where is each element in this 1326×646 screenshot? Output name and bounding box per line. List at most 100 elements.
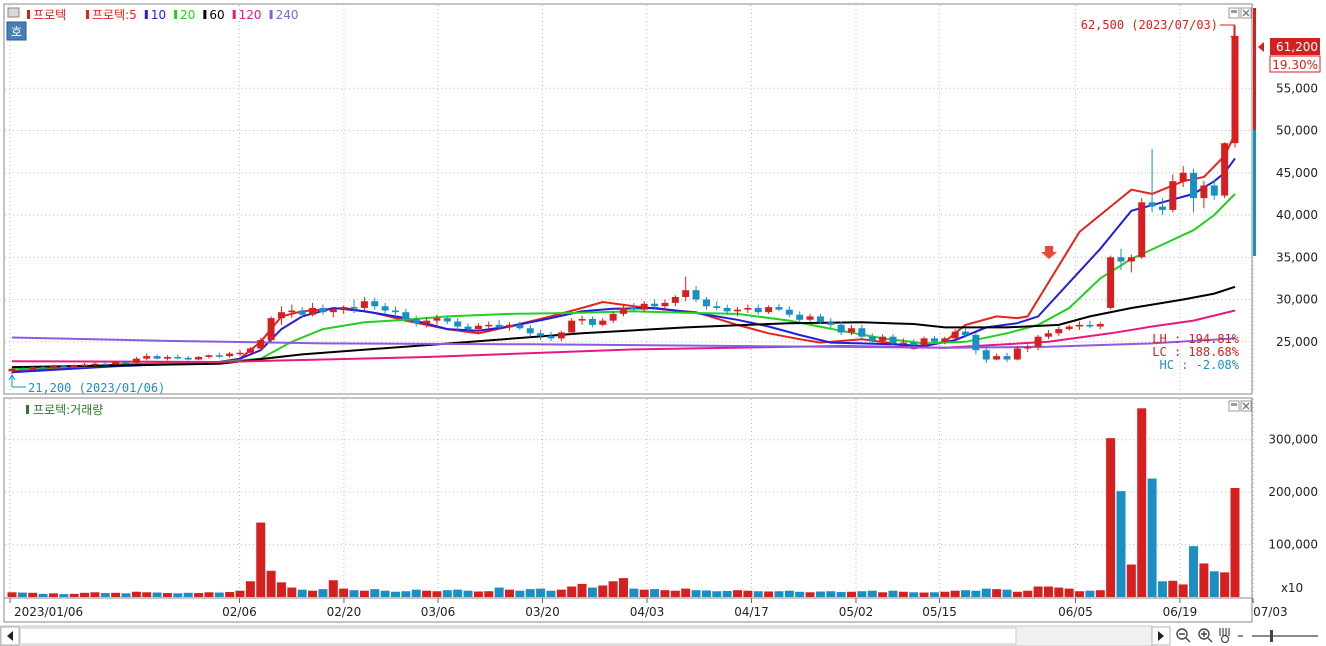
legend-swatch (203, 10, 207, 19)
candle (485, 321, 493, 330)
zoom-toolbar[interactable] (1176, 628, 1318, 644)
zoom-in-icon[interactable] (1198, 628, 1213, 643)
legend-title[interactable]: 프로텍 (33, 8, 66, 22)
volume-bar (929, 592, 939, 597)
volume-bar (432, 591, 442, 597)
ma-line-240 (11, 336, 1236, 349)
high-annotation-arrow (1220, 24, 1238, 42)
volume-bar (784, 590, 794, 597)
volume-bar (598, 585, 608, 597)
date-axis-ticks: 2023/01/06 02/06 02/20 03/06 03/20 04/03 04/17… (9, 598, 1288, 619)
price-panel-window-icons[interactable] (1228, 7, 1252, 19)
volume-bar (774, 591, 784, 597)
legend-item-60[interactable]: 60 (209, 8, 224, 22)
candle (329, 307, 337, 318)
scrollbar[interactable] (0, 625, 1171, 646)
volume-bar (59, 594, 69, 597)
volume-bar (142, 592, 152, 597)
candle (184, 356, 192, 361)
candle (195, 356, 203, 361)
candle (1065, 324, 1073, 331)
volume-bar (961, 590, 971, 597)
volume-bar (256, 522, 266, 597)
volume-bar (867, 590, 877, 597)
ma-line-20 (11, 193, 1236, 370)
legend-swatch (144, 10, 148, 19)
candle (1221, 142, 1229, 199)
volume-bar (390, 591, 400, 597)
volume-bar (805, 592, 815, 597)
volume-bar (587, 587, 597, 597)
candle (1200, 181, 1208, 209)
volume-bar (608, 581, 618, 597)
volume-bar (515, 590, 525, 597)
candle (1044, 329, 1052, 340)
volume-tick-label: 300,000 (1268, 433, 1318, 447)
candle (132, 356, 140, 364)
scroll-left-icon (7, 631, 13, 641)
zoom-out-icon[interactable] (1176, 628, 1191, 643)
candle (1231, 24, 1239, 148)
volume-bar (992, 589, 1002, 597)
candle (464, 323, 472, 332)
volume-bar (1023, 590, 1033, 597)
candle (848, 324, 856, 335)
legend-item-20[interactable]: 20 (180, 8, 195, 22)
close-icon-glyph (1242, 9, 1250, 17)
volume-bar (1157, 581, 1167, 597)
volume-bar (1209, 571, 1219, 597)
zoom-slider[interactable] (1238, 630, 1318, 642)
volume-axis-ticks: 100,000 200,000 300,000 (1268, 433, 1318, 552)
volume-bar (733, 590, 743, 597)
date-tick-label: 06/19 (1163, 605, 1198, 619)
legend-item-240[interactable]: 240 (276, 8, 299, 22)
candle (754, 304, 762, 315)
legend-item-120[interactable]: 120 (239, 8, 262, 22)
bar-count-icon[interactable] (1219, 628, 1230, 644)
volume-bar (950, 590, 960, 597)
volume-bar (380, 590, 390, 597)
volume-bar (287, 587, 297, 597)
scrollbar-thumb[interactable] (19, 627, 1017, 645)
volume-bar (69, 593, 79, 597)
range-bar-up (1253, 8, 1256, 130)
volume-bar (463, 590, 473, 597)
legend-item-10[interactable]: 10 (151, 8, 166, 22)
volume-bar (764, 591, 774, 597)
candle (360, 296, 368, 311)
candle (215, 352, 223, 358)
badge-box[interactable] (6, 21, 27, 41)
volume-bar (826, 591, 836, 597)
volume-panel-window-icons[interactable] (1228, 400, 1252, 412)
legend-swatch (174, 10, 178, 19)
legend-menu-icon[interactable] (7, 7, 20, 18)
volume-bar (1033, 586, 1043, 597)
volume-bar (878, 592, 888, 597)
candle (972, 332, 980, 355)
volume-bar (1178, 584, 1188, 597)
volume-tick-label: 200,000 (1268, 485, 1318, 499)
candle (599, 318, 607, 327)
volume-label[interactable]: 프로텍:거래량 (33, 403, 103, 417)
legend-item-프로텍:5[interactable]: 프로텍:5 (92, 8, 137, 22)
candle (1086, 320, 1094, 329)
candle (91, 362, 99, 367)
volume-bar (7, 592, 17, 597)
high-annotation: 62,500 (2023/07/03) (1081, 18, 1218, 32)
candle (827, 318, 835, 329)
volume-bar (328, 580, 338, 597)
candle (371, 297, 379, 310)
volume-bar (100, 593, 110, 597)
volume-bar (411, 589, 421, 597)
volume-bar (1168, 580, 1178, 597)
maximize-icon-bar (1231, 403, 1237, 406)
date-tick-label: 04/03 (630, 605, 665, 619)
volume-bar (38, 593, 48, 597)
volume-bar (204, 592, 214, 597)
candle (277, 306, 285, 325)
candle (588, 316, 596, 328)
candle (1127, 254, 1135, 273)
volume-bar (266, 570, 276, 597)
volume-bar (971, 590, 981, 597)
